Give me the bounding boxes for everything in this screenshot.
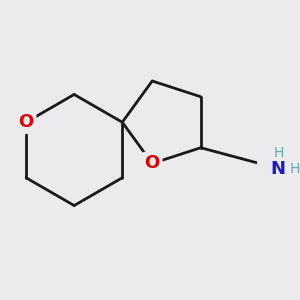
Text: N: N xyxy=(271,160,286,178)
Text: H: H xyxy=(273,146,284,160)
Text: O: O xyxy=(19,113,34,131)
Text: O: O xyxy=(145,154,160,172)
Text: H: H xyxy=(290,161,300,176)
